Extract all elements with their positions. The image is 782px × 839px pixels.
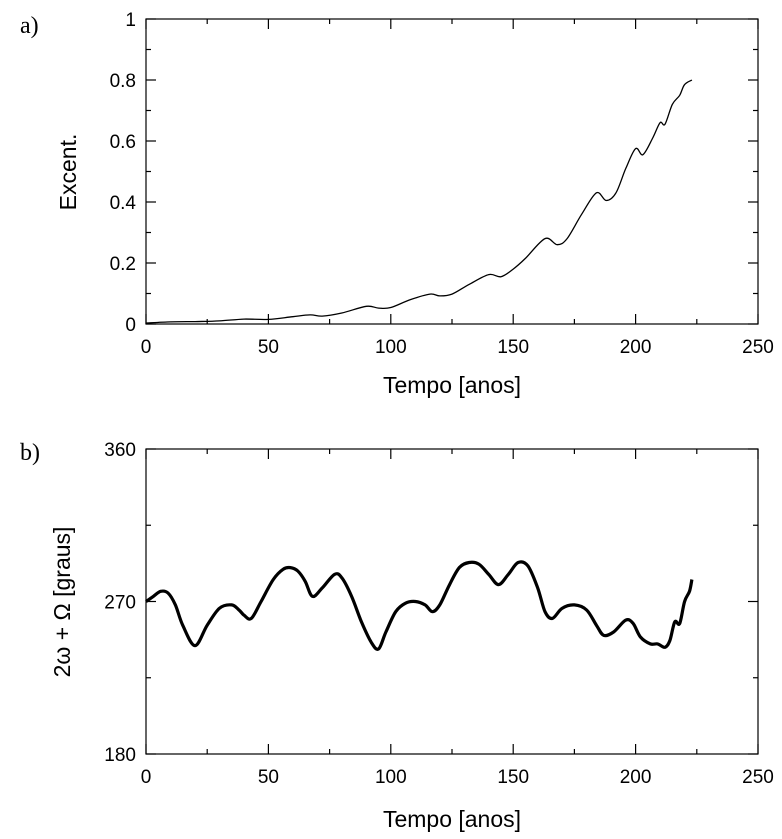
x-tick-label: 250 — [742, 337, 774, 358]
x-tick-label: 100 — [375, 337, 407, 358]
y-tick-label: 0 — [125, 315, 136, 336]
panel-a-x-tick-labels: 0 50 100 150 200 250 — [141, 337, 774, 358]
panel-a-y-axis-label: Excent. — [55, 134, 81, 211]
panel-b-y-axis-label: 2ω + Ω [graus] — [49, 527, 75, 678]
angle-series-line — [145, 560, 694, 651]
x-tick-label: 200 — [620, 767, 652, 788]
y-tick-label: 0.2 — [110, 254, 136, 275]
x-tick-label: 200 — [620, 337, 652, 358]
y-tick-label: 180 — [104, 745, 136, 766]
panel-a-x-axis-label: Tempo [anos] — [383, 372, 521, 398]
x-tick-label: 150 — [497, 337, 529, 358]
panel-b-x-tick-labels: 0 50 100 150 200 250 — [141, 767, 774, 788]
y-tick-label: 1 — [125, 10, 136, 31]
y-tick-label: 0.4 — [110, 193, 137, 214]
y-tick-label: 270 — [104, 593, 136, 614]
panel-b-ticks — [145, 448, 759, 755]
y-tick-label: 0.8 — [110, 71, 136, 92]
panel-b-x-axis-label: Tempo [anos] — [383, 806, 521, 832]
y-tick-label: 360 — [104, 440, 136, 461]
panel-b-y-tick-labels: 180 270 360 — [104, 440, 136, 766]
x-tick-label: 150 — [497, 767, 529, 788]
x-tick-label: 250 — [742, 767, 774, 788]
panel-a-y-tick-labels: 0 0.2 0.4 0.6 0.8 1 — [110, 10, 137, 336]
y-tick-label: 0.6 — [110, 132, 136, 153]
panel-a-plot-frame — [145, 18, 759, 325]
x-tick-label: 100 — [375, 767, 407, 788]
x-tick-label: 50 — [258, 767, 279, 788]
x-tick-label: 0 — [141, 337, 152, 358]
x-tick-label: 50 — [258, 337, 279, 358]
panel-a-ticks — [145, 18, 759, 325]
eccentricity-series-line — [145, 79, 693, 324]
panel-a-label: a) — [20, 13, 39, 39]
x-tick-label: 0 — [141, 767, 152, 788]
panel-b-angle: b) 0 50 100 150 200 250 180 270 360 Tempo [anos… — [20, 440, 774, 832]
panel-b-plot-frame — [145, 448, 759, 755]
panel-a-eccentricity: a) 0 50 100 150 200 250 0 0.2 0.4 0.6 0.8 1 Tempo … — [20, 10, 774, 398]
panel-b-label: b) — [20, 440, 40, 466]
